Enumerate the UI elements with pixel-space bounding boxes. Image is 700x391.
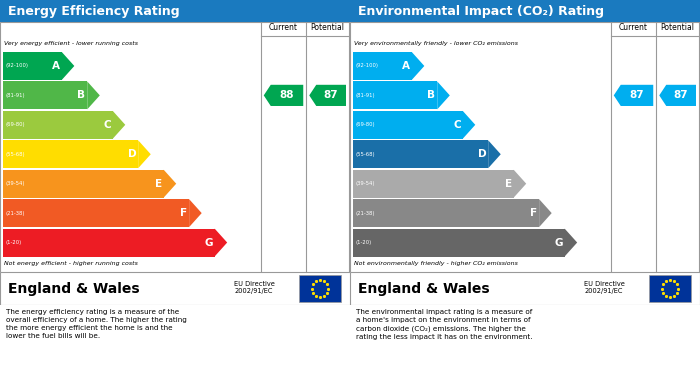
Text: (92-100): (92-100) <box>6 63 29 68</box>
Text: (39-54): (39-54) <box>356 181 375 186</box>
Bar <box>353 81 438 109</box>
Bar <box>3 81 88 109</box>
Text: (39-54): (39-54) <box>6 181 25 186</box>
Bar <box>3 140 138 168</box>
Polygon shape <box>659 85 696 106</box>
Bar <box>353 170 514 197</box>
Polygon shape <box>62 52 74 80</box>
Text: (81-91): (81-91) <box>6 93 26 98</box>
Text: (69-80): (69-80) <box>6 122 26 127</box>
Bar <box>3 52 62 80</box>
Text: (21-38): (21-38) <box>356 211 375 215</box>
Text: Very energy efficient - lower running costs: Very energy efficient - lower running co… <box>4 41 138 46</box>
Text: England & Wales: England & Wales <box>8 282 139 296</box>
Polygon shape <box>463 111 475 139</box>
Text: (21-38): (21-38) <box>6 211 25 215</box>
Polygon shape <box>164 170 176 197</box>
Text: 87: 87 <box>674 90 688 100</box>
Text: G: G <box>204 238 213 248</box>
Text: (69-80): (69-80) <box>356 122 376 127</box>
Bar <box>3 229 215 256</box>
Text: D: D <box>127 149 136 159</box>
Polygon shape <box>539 199 552 227</box>
Bar <box>353 111 463 139</box>
Text: D: D <box>477 149 486 159</box>
Bar <box>650 275 692 302</box>
Text: England & Wales: England & Wales <box>358 282 489 296</box>
Text: G: G <box>554 238 563 248</box>
Text: F: F <box>180 208 187 218</box>
Text: Current: Current <box>269 23 298 32</box>
Bar <box>353 52 412 80</box>
Polygon shape <box>438 81 450 109</box>
Polygon shape <box>614 85 653 106</box>
Text: (1-20): (1-20) <box>356 240 372 245</box>
Polygon shape <box>88 81 100 109</box>
Text: C: C <box>453 120 461 130</box>
Polygon shape <box>565 229 578 256</box>
Bar <box>3 170 164 197</box>
Text: C: C <box>103 120 111 130</box>
Text: 88: 88 <box>280 90 294 100</box>
Text: Energy Efficiency Rating: Energy Efficiency Rating <box>8 5 180 18</box>
Bar <box>353 140 488 168</box>
Text: Potential: Potential <box>311 23 344 32</box>
Bar <box>3 111 113 139</box>
Text: Potential: Potential <box>661 23 694 32</box>
Text: B: B <box>427 90 435 100</box>
Text: Very environmentally friendly - lower CO₂ emissions: Very environmentally friendly - lower CO… <box>354 41 518 46</box>
Text: (55-68): (55-68) <box>6 152 26 157</box>
Text: 87: 87 <box>324 90 338 100</box>
Text: Environmental Impact (CO₂) Rating: Environmental Impact (CO₂) Rating <box>358 5 604 18</box>
Text: (81-91): (81-91) <box>356 93 376 98</box>
Polygon shape <box>113 111 125 139</box>
Polygon shape <box>514 170 526 197</box>
Text: F: F <box>530 208 537 218</box>
Bar <box>353 229 565 256</box>
Polygon shape <box>264 85 303 106</box>
Text: The environmental impact rating is a measure of
a home's impact on the environme: The environmental impact rating is a mea… <box>356 309 533 339</box>
Text: The energy efficiency rating is a measure of the
overall efficiency of a home. T: The energy efficiency rating is a measur… <box>6 309 187 339</box>
Polygon shape <box>309 85 346 106</box>
Text: A: A <box>52 61 60 71</box>
Text: (55-68): (55-68) <box>356 152 376 157</box>
Text: EU Directive
2002/91/EC: EU Directive 2002/91/EC <box>234 281 275 294</box>
Text: Current: Current <box>619 23 648 32</box>
Text: (92-100): (92-100) <box>356 63 379 68</box>
Text: B: B <box>77 90 85 100</box>
Text: 87: 87 <box>630 90 644 100</box>
Bar <box>3 199 189 227</box>
Text: E: E <box>155 179 162 189</box>
Polygon shape <box>412 52 424 80</box>
Bar <box>300 275 342 302</box>
Text: Not environmentally friendly - higher CO₂ emissions: Not environmentally friendly - higher CO… <box>354 261 518 266</box>
Text: E: E <box>505 179 512 189</box>
Text: (1-20): (1-20) <box>6 240 22 245</box>
Polygon shape <box>215 229 228 256</box>
Polygon shape <box>488 140 500 168</box>
Text: A: A <box>402 61 409 71</box>
Polygon shape <box>189 199 202 227</box>
Bar <box>353 199 539 227</box>
Text: EU Directive
2002/91/EC: EU Directive 2002/91/EC <box>584 281 625 294</box>
Polygon shape <box>138 140 150 168</box>
Text: Not energy efficient - higher running costs: Not energy efficient - higher running co… <box>4 261 138 266</box>
